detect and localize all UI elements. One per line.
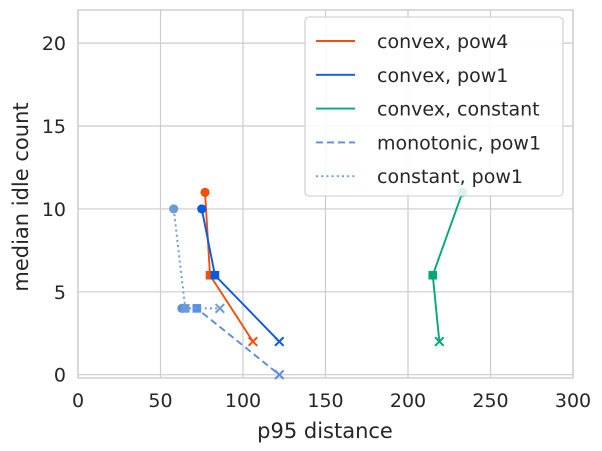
data-point-x [247,336,258,347]
y-tick-label: 10 [42,199,66,221]
data-point-square [180,304,190,313]
series-monotonic-pow1 [177,303,285,380]
x-tick-label: 50 [148,390,172,412]
legend-entry: constant, pow1 [377,166,523,188]
x-tick-label: 0 [72,390,84,412]
series-convex-pow4 [200,187,258,347]
y-tick-label: 20 [42,33,66,55]
x-axis-label: p95 distance [257,419,393,443]
legend-entry: convex, pow4 [377,31,508,53]
x-tick-label: 250 [472,390,508,412]
legend: convex, pow4 convex, pow1 convex, constant… [304,16,564,197]
series-constant-pow1 [169,204,225,314]
plot-border [77,9,574,379]
data-point-square [205,270,215,280]
x-tick-label: 100 [225,390,261,412]
data-point-circle [197,204,207,214]
series-line [204,192,254,343]
data-point-x [274,336,285,347]
legend-box [304,16,564,197]
legend-entry: convex, pow1 [377,65,508,87]
x-tick-label: 150 [307,390,343,412]
series-line [172,208,220,310]
data-point-square [428,270,438,280]
y-axis-label: median idle count [9,102,33,291]
series-convex-constant [428,187,468,347]
legend-entry: monotonic, pow1 [377,132,541,154]
x-tick-label: 300 [555,390,591,412]
series-line [181,307,280,376]
data-point-circle [200,187,210,197]
x-tick-label: 200 [390,390,426,412]
legend-entry: convex, constant [377,99,540,121]
tick-labels: 0 50 100 150 200 250 300 0 5 10 15 20 [42,33,591,412]
data-point-square [192,304,202,313]
y-tick-label: 15 [42,116,66,138]
plot-area [77,9,574,379]
series-line [431,192,464,342]
data-point-square [210,270,220,280]
series-convex-pow1 [197,204,285,347]
data-point-circle [169,204,179,214]
data-point-x [434,336,445,347]
data-point-x [214,303,225,314]
series-layer [169,187,468,380]
data-point-x [274,369,285,380]
y-tick-label: 5 [54,282,66,304]
y-tick-label: 0 [54,365,66,387]
